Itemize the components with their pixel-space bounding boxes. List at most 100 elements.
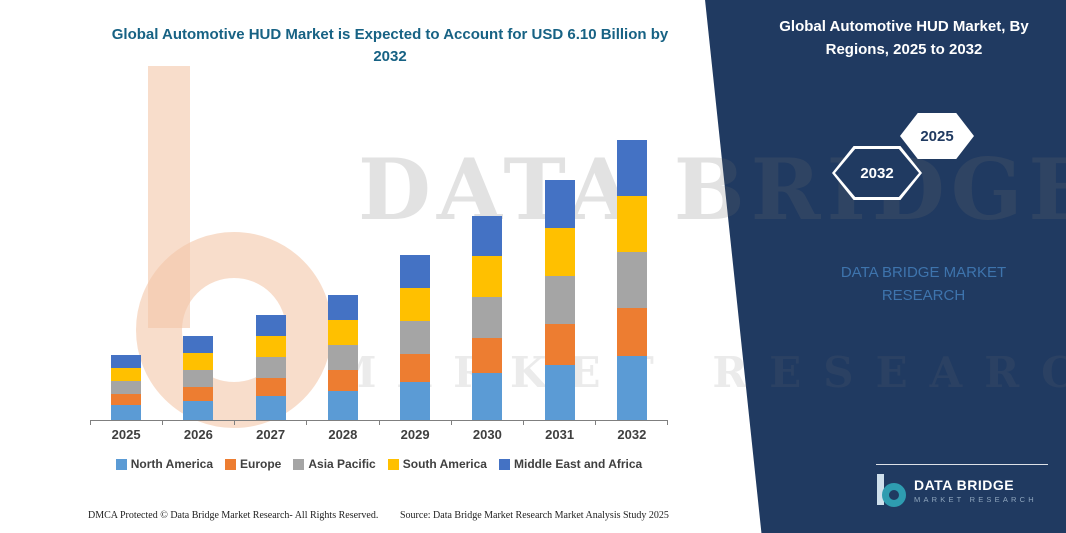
x-axis-label-2030: 2030	[472, 427, 502, 442]
x-axis-tick-cell	[596, 420, 668, 425]
logo-b-stem	[877, 474, 884, 505]
bar-segment-middle-east-and-africa-2028	[327, 295, 358, 320]
logo-b-ring	[882, 483, 906, 507]
bar-segment-north-america-2028	[327, 391, 358, 420]
right-panel-background	[705, 0, 1066, 533]
bar-segment-europe-2027	[255, 378, 286, 396]
stacked-bar-2025	[111, 355, 142, 420]
bar-segment-europe-2031	[544, 324, 575, 365]
bar-segment-asia-pacific-2026	[183, 370, 214, 387]
legend-swatch-europe	[225, 458, 237, 470]
bar-column-2028	[307, 130, 379, 420]
bar-column-2025	[90, 130, 162, 420]
bar-segment-asia-pacific-2027	[255, 357, 286, 378]
bar-column-2032	[596, 130, 668, 420]
company-logo-name: DATA BRIDGE	[914, 476, 1015, 493]
panel-title: Global Automotive HUD Market, By Regions…	[779, 18, 1029, 58]
bar-segment-south-america-2027	[255, 336, 286, 357]
bar-segment-north-america-2031	[544, 365, 575, 420]
year-badge-2025-label: 2025	[920, 127, 954, 145]
stacked-bar-2027	[255, 315, 286, 420]
legend-item-middle-east-and-africa: Middle East and Africa	[498, 457, 643, 471]
chart-title: Global Automotive HUD Market is Expected…	[111, 26, 669, 65]
bar-segment-north-america-2029	[400, 382, 431, 420]
legend-label-south-america: South America	[402, 457, 487, 471]
x-axis-tick-cell	[380, 420, 452, 425]
panel-separator-line	[876, 464, 1048, 465]
bar-segment-asia-pacific-2030	[472, 297, 503, 338]
source-note: Source: Data Bridge Market Research Mark…	[400, 510, 669, 521]
company-logo-icon	[876, 472, 906, 508]
dmca-notice: DMCA Protected © Data Bridge Market Rese…	[88, 510, 379, 521]
bar-segment-north-america-2026	[183, 401, 214, 420]
bar-segment-asia-pacific-2025	[111, 381, 142, 394]
year-badge-2032: 2032	[832, 146, 922, 200]
bar-segment-south-america-2025	[111, 368, 142, 381]
company-logo: DATA BRIDGE MARKET RESEARCH	[876, 472, 1037, 508]
bar-segment-north-america-2030	[472, 373, 503, 420]
bar-column-2031	[524, 130, 596, 420]
x-axis-tick-cell	[307, 420, 380, 425]
bar-segment-europe-2030	[472, 338, 503, 373]
bar-segment-asia-pacific-2029	[400, 321, 431, 354]
bar-segment-south-america-2030	[472, 256, 503, 297]
brand-text: DATA BRIDGE MARKET RESEARCH	[840, 264, 1007, 304]
legend-item-north-america: North America	[115, 457, 214, 471]
legend-label-asia-pacific: Asia Pacific	[308, 457, 376, 471]
x-axis-tick-cell	[452, 420, 524, 425]
bar-segment-middle-east-and-africa-2027	[255, 315, 286, 336]
chart-legend: North America Europe Asia Pacific South Ame…	[70, 457, 688, 471]
x-axis-label-2029: 2029	[400, 427, 430, 442]
bar-segment-europe-2025	[111, 394, 142, 405]
bar-segment-asia-pacific-2032	[616, 252, 647, 308]
bar-segment-europe-2029	[400, 354, 431, 382]
x-axis-label-2027: 2027	[256, 427, 286, 442]
bar-column-2030	[451, 130, 523, 420]
bar-segment-middle-east-and-africa-2025	[111, 355, 142, 368]
legend-swatch-south-america	[387, 458, 399, 470]
year-badge-2032-label: 2032	[860, 164, 894, 182]
bar-segment-middle-east-and-africa-2030	[472, 216, 503, 256]
year-badge-2032-fill	[835, 149, 919, 197]
x-axis-tick-cell	[235, 420, 308, 425]
x-axis-tick-cell	[163, 420, 236, 425]
bar-segment-south-america-2029	[400, 288, 431, 321]
bar-segment-north-america-2027	[255, 396, 286, 420]
legend-label-europe: Europe	[240, 457, 282, 471]
legend-item-asia-pacific: Asia Pacific	[293, 457, 376, 471]
x-axis-label-2026: 2026	[183, 427, 213, 442]
bar-segment-middle-east-and-africa-2032	[616, 140, 647, 196]
bar-segment-north-america-2025	[111, 405, 142, 420]
legend-item-south-america: South America	[387, 457, 487, 471]
stacked-bar-2029	[400, 255, 431, 420]
bar-segment-south-america-2026	[183, 353, 214, 370]
bar-segment-middle-east-and-africa-2029	[400, 255, 431, 288]
x-axis-label-2031: 2031	[545, 427, 575, 442]
year-badge-2025: 2025	[900, 113, 974, 159]
bar-segment-north-america-2032	[616, 356, 647, 420]
x-axis-label-2028: 2028	[328, 427, 358, 442]
x-axis-ticks	[90, 420, 668, 425]
legend-label-north-america: North America	[130, 457, 214, 471]
bar-column-2029	[379, 130, 451, 420]
x-axis-label-2032: 2032	[617, 427, 647, 442]
bar-segment-europe-2026	[183, 387, 214, 401]
legend-label-middle-east-and-africa: Middle East and Africa	[513, 457, 643, 471]
legend-item-europe: Europe	[225, 457, 281, 471]
bar-segment-middle-east-and-africa-2031	[544, 180, 575, 228]
stacked-bar-2032	[616, 140, 647, 420]
bar-segment-south-america-2032	[616, 196, 647, 252]
bar-segment-south-america-2031	[544, 228, 575, 276]
bar-segment-asia-pacific-2031	[544, 276, 575, 324]
x-axis-labels: 2025 2026 2027 2028 2029 2030 2031 2032	[90, 427, 668, 442]
x-axis-tick-cell	[524, 420, 596, 425]
x-axis-tick-cell	[91, 420, 164, 425]
bar-column-2026	[162, 130, 234, 420]
legend-swatch-north-america	[115, 458, 127, 470]
company-logo-subtitle: MARKET RESEARCH	[914, 494, 1037, 504]
bar-segment-south-america-2028	[327, 320, 358, 345]
stacked-bar-2031	[544, 180, 575, 420]
bar-segment-asia-pacific-2028	[327, 345, 358, 370]
bar-segment-europe-2028	[327, 370, 358, 391]
